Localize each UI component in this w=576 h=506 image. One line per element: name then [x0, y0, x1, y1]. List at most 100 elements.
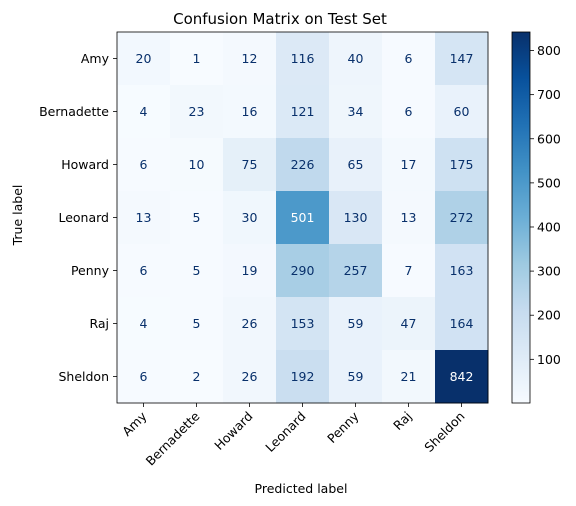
x-tick-label: Leonard	[262, 409, 308, 455]
cell-value-label: 147	[450, 51, 474, 66]
heatmap-cell	[329, 138, 383, 192]
heatmap-cell	[329, 244, 383, 298]
cell-value-label: 7	[405, 263, 413, 278]
heatmap-cell	[170, 350, 224, 404]
cell-value-label: 6	[140, 369, 148, 384]
cell-value-label: 60	[454, 104, 470, 119]
heatmap-cell	[435, 244, 489, 298]
heatmap-cell	[329, 297, 383, 351]
cell-value-label: 21	[401, 369, 417, 384]
y-tick-label: Penny	[71, 263, 110, 278]
heatmap-cell	[223, 297, 277, 351]
cell-value-label: 34	[348, 104, 364, 119]
cell-value-label: 121	[291, 104, 315, 119]
cell-value-label: 26	[242, 316, 258, 331]
heatmap-cell	[117, 297, 171, 351]
heatmap-cell	[382, 191, 436, 245]
cell-value-label: 5	[193, 316, 201, 331]
x-tick-label: Raj	[390, 409, 414, 433]
cell-value-label: 6	[405, 51, 413, 66]
cell-value-label: 47	[401, 316, 417, 331]
heatmap-cell	[382, 32, 436, 86]
heatmap-cell	[276, 244, 330, 298]
heatmap-cell	[276, 138, 330, 192]
heatmap-cell	[329, 350, 383, 404]
heatmap-cell	[276, 350, 330, 404]
cell-value-label: 19	[242, 263, 258, 278]
heatmap-cell	[435, 297, 489, 351]
heatmap-cell	[117, 138, 171, 192]
heatmap-cell	[117, 191, 171, 245]
cell-value-label: 175	[450, 157, 474, 172]
heatmap-cell	[382, 138, 436, 192]
heatmap-cell	[170, 244, 224, 298]
colorbar-ticks: 100 200 300 400 500 600 700 800	[530, 43, 561, 367]
heatmap-cell	[382, 85, 436, 139]
cell-value-label: 12	[242, 51, 258, 66]
cell-value-label: 6	[405, 104, 413, 119]
plot-frame	[116, 31, 489, 404]
cell-value-label: 164	[450, 316, 474, 331]
heatmap-cell	[382, 350, 436, 404]
heatmap-cell	[329, 85, 383, 139]
cell-value-label: 257	[344, 263, 368, 278]
y-tick-label: Howard	[61, 157, 109, 172]
heatmap-cell	[435, 32, 489, 86]
colorbar-tick-label: 800	[537, 43, 561, 58]
cell-value-label: 192	[291, 369, 315, 384]
heatmap-cell	[117, 350, 171, 404]
y-tick-label: Leonard	[58, 210, 109, 225]
heatmap-cell	[276, 32, 330, 86]
cell-value-label: 1	[193, 51, 201, 66]
colorbar-tick-label: 700	[537, 87, 561, 102]
cell-value-label: 4	[140, 104, 148, 119]
cell-value-label: 65	[348, 157, 364, 172]
y-tick-label: Sheldon	[58, 369, 109, 384]
heatmap-cell	[435, 191, 489, 245]
x-axis-label: Predicted label	[255, 481, 348, 496]
heatmap-cell	[435, 350, 489, 404]
x-tick-label: Penny	[324, 408, 362, 446]
y-tick-label: Amy	[81, 51, 110, 66]
heatmap-cell	[223, 32, 277, 86]
cell-value-label: 10	[189, 157, 205, 172]
heatmap-cell	[223, 85, 277, 139]
colorbar-tick-label: 100	[537, 352, 561, 367]
cell-value-label: 4	[140, 316, 148, 331]
heatmap-cell	[117, 85, 171, 139]
cell-value-label: 20	[136, 51, 152, 66]
heatmap-cell	[170, 191, 224, 245]
heatmap-cell	[435, 138, 489, 192]
cell-value-label: 116	[291, 51, 315, 66]
heatmap-cell	[117, 244, 171, 298]
cell-value-label: 163	[450, 263, 474, 278]
cell-value-label: 16	[242, 104, 258, 119]
heatmap-cells	[117, 32, 489, 404]
cell-value-label: 6	[140, 263, 148, 278]
cell-value-label: 153	[291, 316, 315, 331]
x-tick-label: Sheldon	[421, 409, 467, 455]
heatmap-cell	[170, 32, 224, 86]
heatmap-cell	[170, 85, 224, 139]
heatmap-cell	[276, 297, 330, 351]
cell-value-label: 130	[344, 210, 368, 225]
cell-value-label: 17	[401, 157, 417, 172]
colorbar-tick-label: 600	[537, 131, 561, 146]
colorbar	[511, 31, 531, 404]
cell-value-label: 842	[450, 369, 474, 384]
heatmap-cell	[170, 138, 224, 192]
heatmap-cell	[223, 138, 277, 192]
cell-value-label: 5	[193, 210, 201, 225]
cell-value-label: 226	[291, 157, 315, 172]
cell-value-label: 2	[193, 369, 201, 384]
heatmap-cell	[329, 32, 383, 86]
y-tick-label: Bernadette	[39, 104, 109, 119]
cell-value-label: 13	[401, 210, 417, 225]
heatmap-cell	[223, 350, 277, 404]
cell-value-label: 501	[291, 210, 315, 225]
heatmap-cell	[223, 244, 277, 298]
chart-title: Confusion Matrix on Test Set	[173, 10, 387, 28]
y-axis-label: True label	[10, 185, 25, 247]
